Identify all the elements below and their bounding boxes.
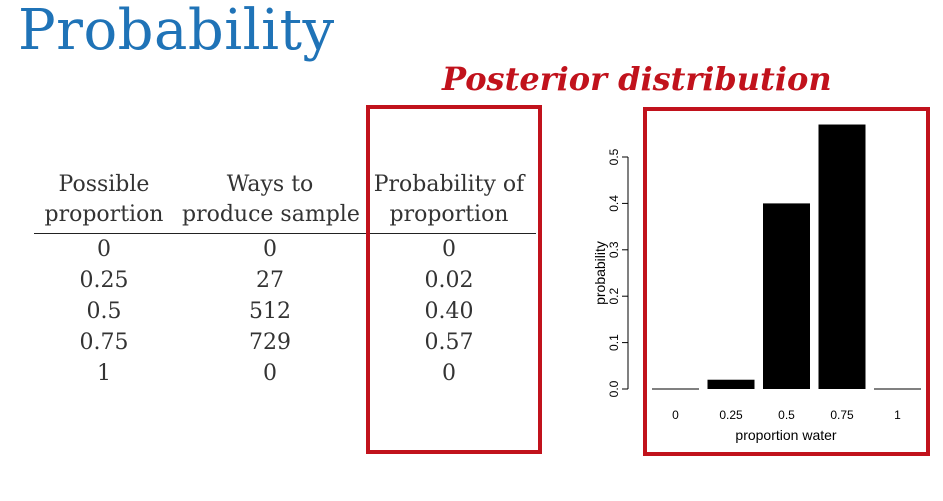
table-row: 1 0 0 (34, 358, 536, 389)
y-tick-label: 0.0 (607, 380, 621, 397)
table-cell-proportion: 0.25 (79, 268, 129, 293)
probability-column-highlight (366, 105, 542, 454)
y-tick-label: 0.2 (607, 288, 621, 305)
table-row: 0.5 512 0.40 (34, 296, 536, 327)
x-tick-label: 0.75 (830, 408, 854, 422)
table-cell-proportion: 1 (97, 361, 111, 386)
x-axis-title: proportion water (735, 427, 837, 443)
column-header-line: produce sample (182, 202, 360, 227)
table-cell-probability: 0 (442, 361, 456, 386)
table-cell-ways: 0 (263, 237, 277, 262)
y-tick-label: 0.1 (607, 334, 621, 351)
column-header-probability: Probability of proportion (368, 170, 530, 230)
posterior-heading: Posterior distribution (442, 60, 832, 98)
table-cell-probability: 0.57 (424, 330, 474, 355)
y-tick-label: 0.3 (607, 241, 621, 258)
bar-0.25 (707, 379, 755, 389)
table-cell-ways: 27 (256, 268, 284, 293)
table-cell-proportion: 0.75 (79, 330, 129, 355)
table-row: 0.25 27 0.02 (34, 265, 536, 296)
column-header-line: Ways to (226, 172, 314, 197)
table-cell-ways: 729 (249, 330, 291, 355)
column-header-line: proportion (44, 202, 164, 227)
column-header-line: Possible (58, 172, 150, 197)
column-header-possible-proportion: Possible proportion (34, 170, 174, 230)
posterior-bar-chart: 0 0.25 0.5 0.75 1 0.0 0.1 0.2 0.3 0.4 0.5 probabili… (592, 124, 921, 443)
header-divider (34, 233, 536, 234)
table-cell-probability: 0.02 (424, 268, 474, 293)
x-tick-label: 1 (894, 408, 901, 422)
posterior-chart-frame (643, 107, 930, 456)
x-tick-label: 0 (672, 408, 679, 422)
table-cell-probability: 0.40 (424, 299, 474, 324)
bar-0.75 (818, 124, 866, 389)
column-header-ways: Ways to produce sample (182, 170, 360, 230)
page-title: Probability (18, 0, 335, 63)
column-header-line: Probability of (373, 172, 525, 197)
table-cell-probability: 0 (442, 237, 456, 262)
x-tick-label: 0.25 (719, 408, 743, 422)
table-cell-ways: 0 (263, 361, 277, 386)
table-cell-proportion: 0 (97, 237, 111, 262)
table-cell-proportion: 0.5 (86, 299, 122, 324)
table-row: 0 0 0 (34, 234, 536, 265)
y-tick-label: 0.4 (607, 195, 621, 212)
table-row: 0.75 729 0.57 (34, 327, 536, 358)
y-axis-title: probability (592, 241, 608, 305)
table-body: 0 0 0 0.25 27 0.02 0.5 512 0.40 0.75 729… (34, 234, 536, 389)
chart-plot-area: 0 0.25 0.5 0.75 1 0.0 0.1 0.2 0.3 0.4 0.5 probabili… (592, 124, 921, 443)
ways-table: Possible proportion Ways to produce samp… (34, 170, 536, 400)
y-tick-label: 0.5 (607, 148, 621, 165)
bar-0.5 (763, 203, 810, 389)
column-header-line: proportion (389, 202, 509, 227)
x-tick-label: 0.5 (778, 408, 795, 422)
table-cell-ways: 512 (249, 299, 291, 324)
